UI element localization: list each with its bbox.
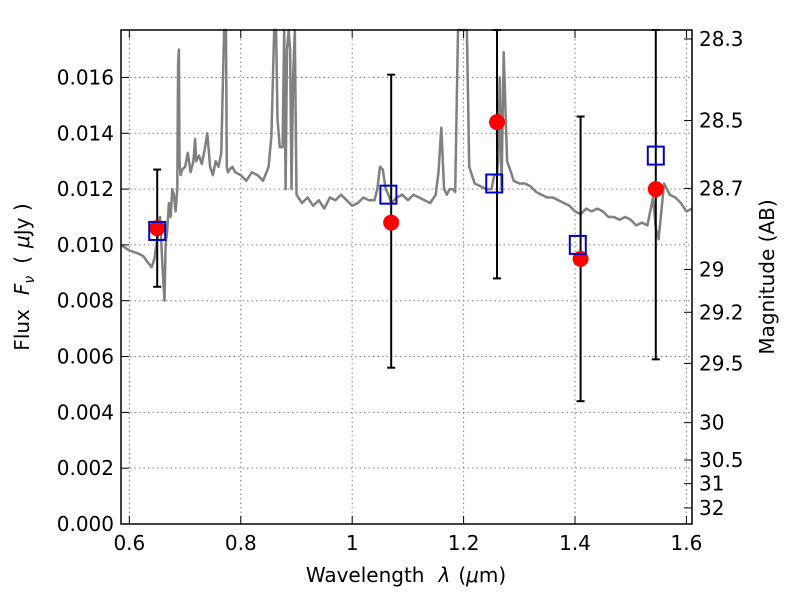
y-tick-label: 0.006 — [57, 345, 114, 369]
mag-tick-label: 29.2 — [699, 300, 744, 324]
mag-tick-label: 30 — [699, 411, 724, 435]
y-tick-label: 0.012 — [57, 177, 114, 201]
y-tick-label: 0.016 — [57, 65, 114, 89]
model-photometry-square — [485, 173, 504, 194]
mag-tick-label: 28.5 — [699, 109, 744, 133]
x-tick-label: 1.2 — [448, 531, 480, 555]
observed-point — [149, 220, 166, 237]
x-tick-label: 0.8 — [225, 531, 257, 555]
x-tick-label: 1.6 — [671, 531, 703, 555]
y-tick-label: 0.002 — [57, 456, 114, 480]
mag-tick-label: 28.3 — [699, 27, 744, 51]
x-tick-label: 1.4 — [559, 531, 591, 555]
y-tick-label: 0.014 — [57, 121, 114, 145]
y-tick-label: 0.010 — [57, 233, 114, 257]
model-photometry-square — [379, 184, 398, 205]
model-photometry-square — [148, 220, 167, 241]
mag-tick-label: 32 — [699, 496, 724, 520]
model-photometry-square — [646, 145, 665, 166]
y-axis: 0.000 0.002 0.004 0.006 0.008 0.010 0.012 0.014… — [57, 65, 129, 536]
observed-point — [647, 181, 664, 198]
mag-tick-label: 28.7 — [699, 176, 744, 200]
mag-tick-label: 31 — [699, 472, 724, 496]
x-tick-label: 1 — [346, 531, 359, 555]
spectrum-line — [120, 28, 693, 302]
model-photometry-points — [148, 145, 665, 255]
y-tick-label: 0.004 — [57, 400, 114, 424]
plot-frame — [120, 29, 693, 525]
y-tick-label: 0.008 — [57, 289, 114, 313]
observed-points — [149, 114, 664, 267]
observed-errorbars — [153, 29, 660, 403]
magnitude-axis-title: Magnitude (AB) — [755, 199, 779, 354]
observed-point — [383, 214, 400, 231]
observed-point — [489, 114, 506, 131]
x-tick-label: 0.6 — [113, 531, 145, 555]
y-tick-label: 0.000 — [57, 512, 114, 536]
x-axis: 0.6 0.8 1 1.2 1.4 1.6 — [113, 30, 702, 555]
model-photometry-square — [568, 234, 587, 255]
grid — [121, 30, 692, 525]
mag-tick-label: 29.5 — [699, 351, 744, 375]
mag-tick-label: 30.5 — [699, 448, 744, 472]
y-axis-title: FluxFν(μJy ) — [10, 203, 38, 350]
model-spectrum — [120, 28, 693, 302]
mag-tick-label: 29 — [699, 257, 724, 281]
x-axis-title: Wavelength λ (μm) — [306, 563, 506, 587]
